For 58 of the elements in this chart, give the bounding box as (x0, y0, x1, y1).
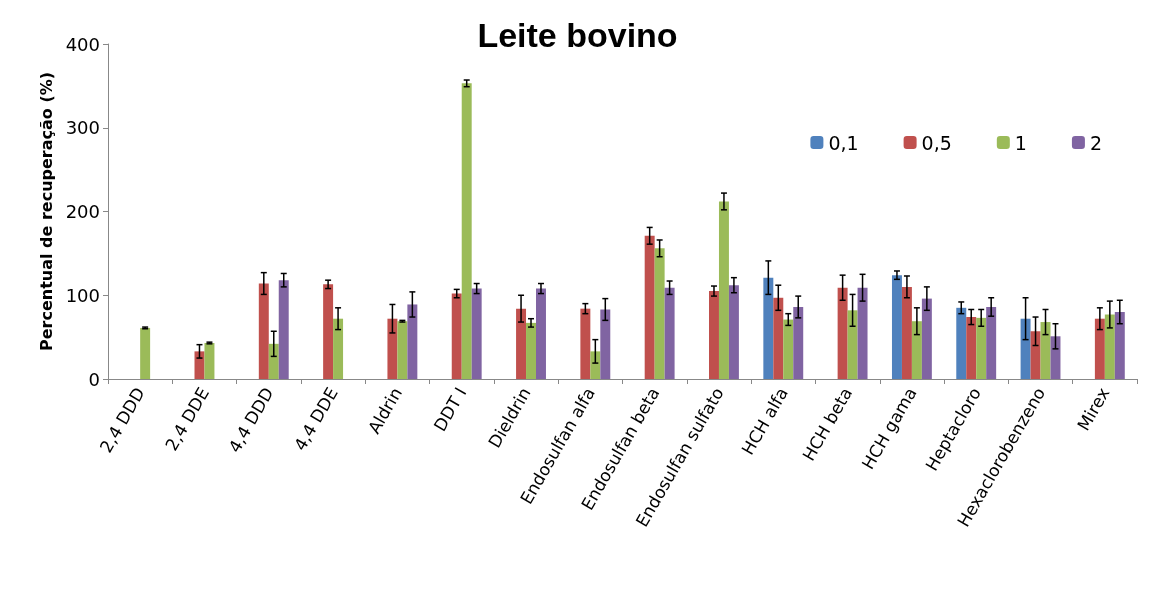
y-tick-label: 400 (65, 33, 100, 55)
bar (451, 293, 462, 379)
bar (278, 280, 289, 379)
bar (921, 298, 932, 379)
bar (644, 235, 655, 379)
bar (387, 318, 398, 379)
bar (773, 297, 784, 379)
bar (976, 317, 987, 379)
bar (728, 285, 739, 379)
bar (986, 306, 997, 379)
bar (956, 307, 967, 379)
bar (664, 287, 675, 379)
bar (407, 304, 418, 379)
bar (966, 317, 977, 379)
bar (397, 321, 408, 379)
bar (793, 306, 804, 379)
bar (763, 277, 774, 379)
bar (1050, 336, 1061, 379)
bar (901, 286, 912, 379)
bar (654, 248, 665, 379)
bar (1020, 318, 1031, 379)
bar (857, 287, 868, 379)
bar (600, 309, 611, 379)
bar (783, 319, 794, 379)
bar (471, 288, 482, 379)
bar (516, 308, 527, 379)
bar (709, 291, 719, 379)
bar (911, 321, 922, 379)
bar (1030, 331, 1041, 379)
y-axis-title: Percentual de recuperação (%) (37, 71, 57, 352)
bar (323, 284, 334, 379)
bar (258, 283, 269, 379)
bar (526, 322, 536, 379)
y-tick-label: 200 (65, 201, 100, 222)
y-tick-label: 300 (65, 117, 100, 139)
bar (847, 310, 858, 379)
bar (268, 343, 279, 379)
bar (1040, 322, 1051, 379)
bar (580, 308, 591, 379)
legend-label: 1 (1014, 131, 1027, 154)
bar (837, 287, 848, 379)
bar (333, 318, 344, 379)
bar (590, 351, 601, 379)
bar (1104, 314, 1115, 379)
bar (536, 288, 546, 379)
bar (891, 275, 902, 379)
bar (461, 83, 472, 379)
bar (718, 201, 729, 379)
bar (204, 342, 215, 379)
bar (1114, 312, 1125, 379)
y-tick-label: 0 (88, 368, 100, 390)
y-tick-label: 100 (65, 284, 100, 306)
bar (140, 327, 151, 379)
legend-label: 0,5 (921, 131, 952, 154)
bar (1094, 318, 1105, 379)
legend-label: 2 (1089, 131, 1103, 154)
chart-title: Leite bovino (477, 16, 678, 54)
legend-label: 0,1 (828, 131, 859, 154)
